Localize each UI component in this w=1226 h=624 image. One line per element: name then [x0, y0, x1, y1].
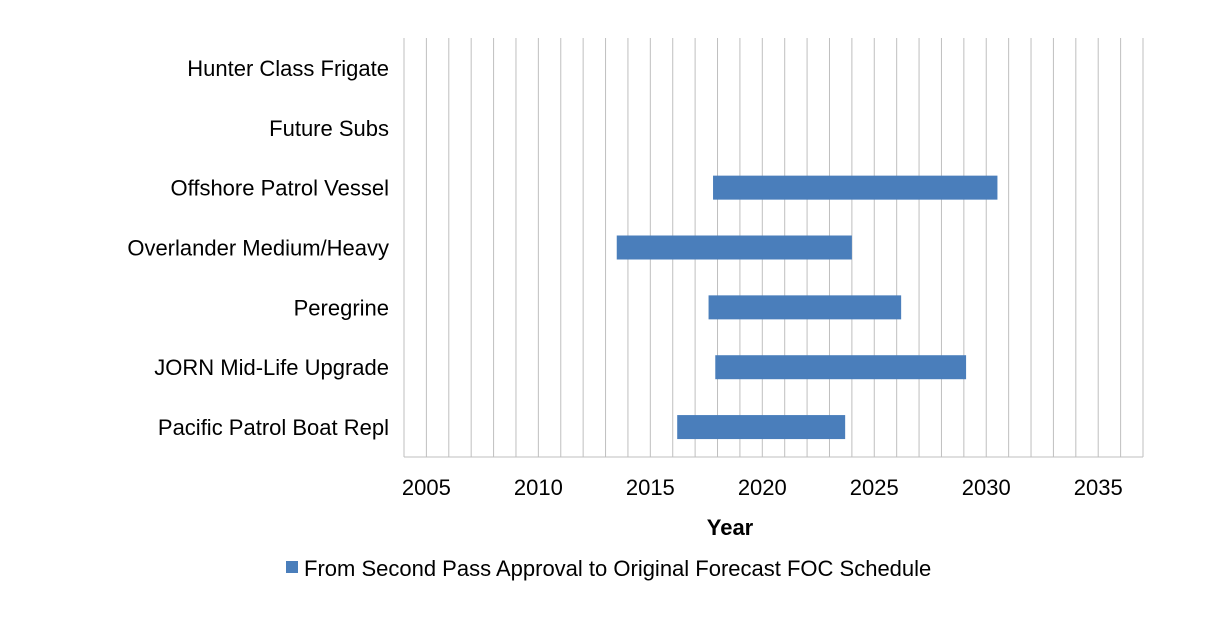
category-labels: Hunter Class Frigate Future Subs Offshore … — [127, 56, 389, 440]
category-label: JORN Mid-Life Upgrade — [154, 355, 389, 380]
x-tick-label: 2035 — [1074, 475, 1123, 500]
category-label: Peregrine — [294, 295, 389, 320]
x-tick-label: 2005 — [402, 475, 451, 500]
category-label: Pacific Patrol Boat Repl — [158, 415, 389, 440]
x-tick-label: 2010 — [514, 475, 563, 500]
category-label: Future Subs — [269, 116, 389, 141]
x-axis-label: Year — [707, 515, 754, 540]
range-bar — [708, 295, 902, 320]
range-bar — [616, 235, 852, 260]
category-label: Overlander Medium/Heavy — [127, 236, 389, 261]
legend: From Second Pass Approval to Original Fo… — [286, 556, 931, 581]
x-tick-label: 2015 — [626, 475, 675, 500]
x-tick-label: 2030 — [962, 475, 1011, 500]
range-bar — [713, 175, 998, 200]
category-label: Offshore Patrol Vessel — [171, 176, 390, 201]
bars — [616, 175, 998, 440]
x-tick-label: 2025 — [850, 475, 899, 500]
range-bar — [677, 415, 846, 440]
range-bar — [715, 355, 967, 380]
category-label: Hunter Class Frigate — [187, 56, 389, 81]
legend-swatch — [286, 561, 298, 573]
x-tick-labels: 2005 2010 2015 2020 2025 2030 2035 — [402, 475, 1123, 500]
x-tick-label: 2020 — [738, 475, 787, 500]
legend-label: From Second Pass Approval to Original Fo… — [304, 556, 931, 581]
